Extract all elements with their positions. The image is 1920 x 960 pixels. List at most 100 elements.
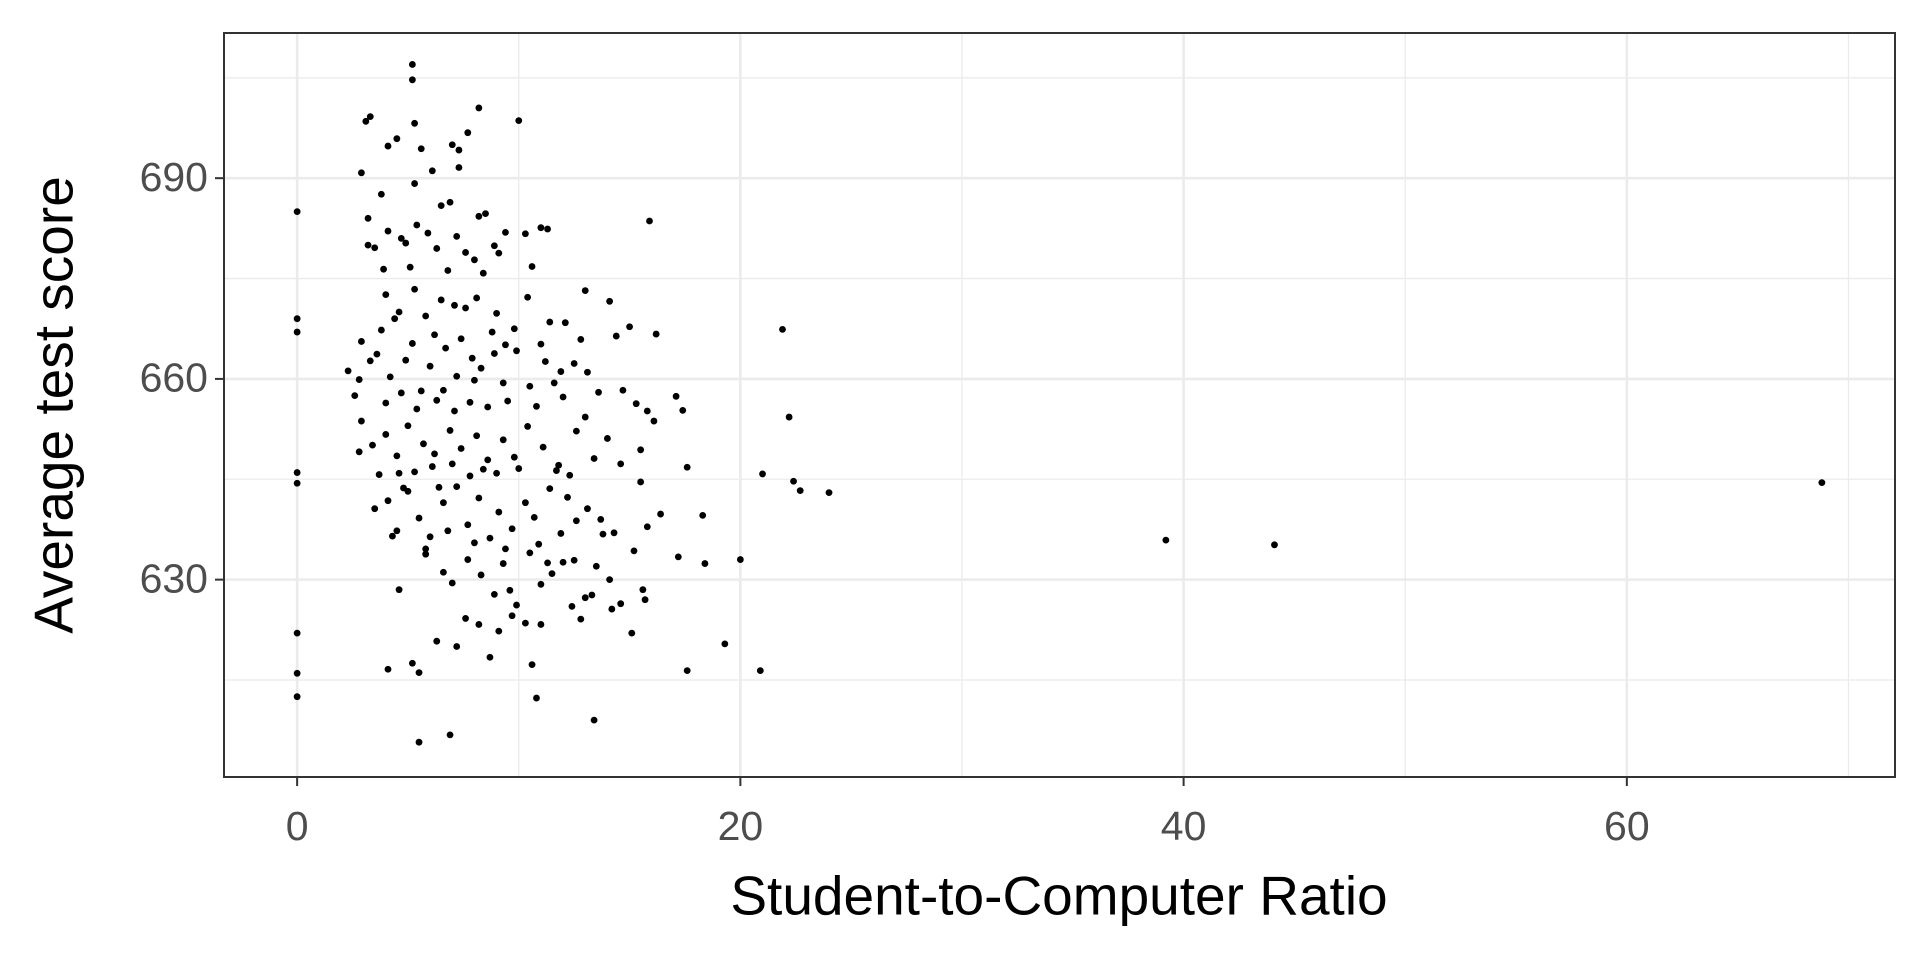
point bbox=[473, 432, 481, 440]
point bbox=[395, 308, 403, 316]
point bbox=[637, 446, 645, 454]
point bbox=[371, 244, 379, 252]
point bbox=[641, 596, 649, 604]
point bbox=[546, 318, 554, 326]
point bbox=[606, 297, 614, 305]
point bbox=[457, 445, 465, 452]
point bbox=[437, 296, 445, 304]
point bbox=[495, 249, 503, 257]
point bbox=[293, 315, 301, 323]
point bbox=[448, 460, 456, 468]
point bbox=[484, 403, 492, 411]
point bbox=[479, 269, 487, 277]
point bbox=[524, 293, 532, 301]
point bbox=[446, 731, 454, 739]
point bbox=[453, 372, 461, 380]
point bbox=[440, 568, 447, 576]
point bbox=[639, 586, 647, 594]
point bbox=[475, 494, 483, 502]
point bbox=[515, 117, 523, 125]
point bbox=[790, 477, 797, 485]
point bbox=[561, 319, 569, 327]
point bbox=[577, 336, 585, 343]
point bbox=[464, 521, 472, 529]
point bbox=[506, 586, 514, 594]
point bbox=[533, 694, 540, 702]
point bbox=[364, 241, 372, 249]
point bbox=[451, 301, 458, 309]
point bbox=[433, 245, 441, 252]
point bbox=[426, 362, 434, 370]
point bbox=[471, 376, 478, 384]
point bbox=[466, 472, 474, 480]
point bbox=[397, 235, 405, 242]
point bbox=[572, 427, 580, 435]
point bbox=[462, 249, 469, 256]
point bbox=[515, 465, 523, 472]
point bbox=[415, 669, 423, 677]
point bbox=[417, 145, 425, 153]
point bbox=[584, 368, 591, 376]
point bbox=[448, 141, 456, 149]
point bbox=[411, 119, 418, 127]
point bbox=[502, 228, 509, 236]
point bbox=[293, 629, 301, 637]
point bbox=[535, 540, 543, 548]
point bbox=[422, 550, 430, 558]
point bbox=[426, 533, 434, 541]
point bbox=[402, 356, 410, 364]
axes: 0 20 40 60 630 660 690 bbox=[140, 154, 1650, 849]
point bbox=[522, 499, 529, 507]
point bbox=[488, 328, 496, 336]
point bbox=[603, 435, 611, 442]
panel-border bbox=[223, 32, 1896, 778]
point bbox=[526, 549, 534, 557]
point bbox=[825, 489, 833, 497]
point bbox=[608, 605, 616, 613]
point bbox=[451, 407, 458, 415]
point bbox=[293, 328, 301, 336]
point bbox=[411, 468, 418, 476]
point bbox=[490, 590, 498, 598]
point bbox=[533, 402, 540, 410]
point bbox=[358, 169, 365, 177]
point bbox=[395, 586, 403, 594]
point bbox=[293, 469, 301, 476]
point bbox=[366, 113, 374, 121]
point bbox=[406, 263, 414, 271]
point bbox=[468, 354, 476, 362]
point bbox=[437, 202, 445, 210]
point bbox=[471, 256, 478, 264]
point bbox=[495, 627, 503, 635]
point bbox=[486, 653, 494, 661]
point bbox=[539, 443, 547, 451]
point bbox=[1162, 536, 1170, 544]
point bbox=[377, 190, 385, 198]
point bbox=[393, 527, 401, 535]
point bbox=[413, 221, 421, 229]
point bbox=[590, 455, 598, 462]
point bbox=[683, 463, 691, 471]
point bbox=[499, 560, 507, 567]
point bbox=[544, 559, 551, 567]
point bbox=[471, 539, 478, 547]
point bbox=[537, 580, 545, 588]
point bbox=[455, 146, 463, 154]
point bbox=[446, 198, 454, 206]
point bbox=[395, 469, 403, 477]
point bbox=[1818, 479, 1826, 487]
point bbox=[577, 615, 585, 623]
point bbox=[502, 341, 509, 349]
point bbox=[355, 448, 363, 456]
point bbox=[420, 440, 427, 448]
point bbox=[570, 360, 578, 367]
point bbox=[293, 693, 301, 701]
point bbox=[475, 104, 483, 112]
point bbox=[448, 579, 456, 587]
point bbox=[617, 460, 625, 468]
point bbox=[446, 427, 454, 434]
point bbox=[431, 331, 438, 339]
point bbox=[581, 413, 589, 421]
point bbox=[643, 523, 651, 531]
